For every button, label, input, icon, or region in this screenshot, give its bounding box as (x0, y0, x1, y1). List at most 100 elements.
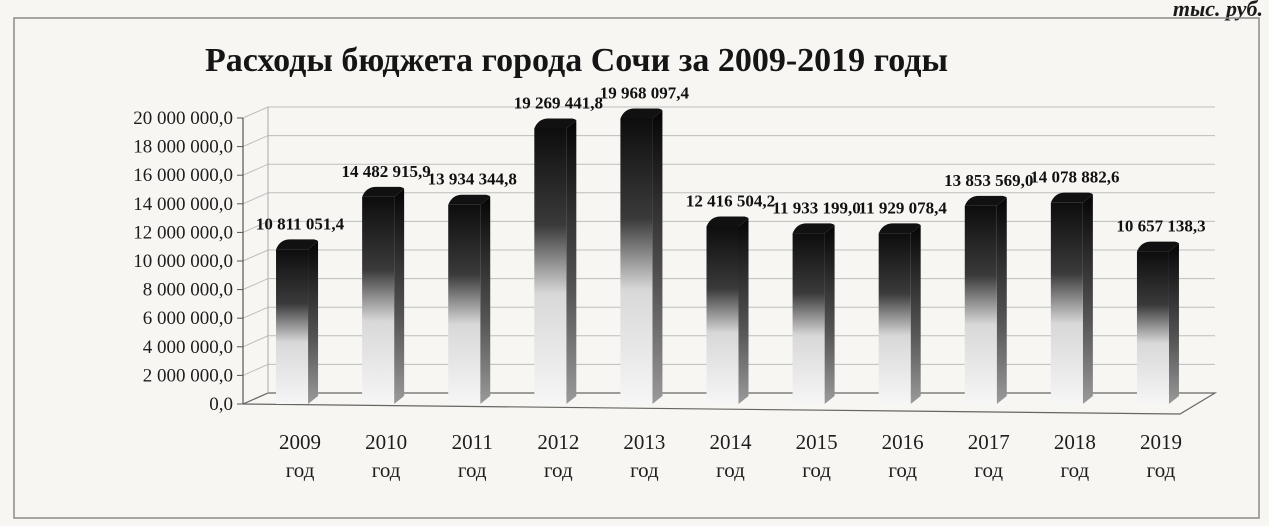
y-tick-label: 8 000 000,0 (143, 280, 233, 301)
bar-side (1168, 243, 1179, 404)
bar-top (362, 186, 405, 197)
bar (706, 216, 749, 404)
x-tick-label: 2014 (710, 430, 753, 454)
data-labels: 10 811 051,4 14 482 915,913 934 344,8 19 2… (256, 83, 1206, 235)
bar-side (566, 120, 577, 404)
y-axis: 0,0 2 000 000,0 4 000 000,0 6 000 000,0 8 00… (133, 107, 269, 415)
bars (276, 108, 1179, 405)
bar-side (652, 110, 663, 404)
data-label: 19 269 441,8 (514, 93, 603, 112)
x-tick-label: 2019 (1140, 430, 1182, 454)
data-label: 10 657 138,3 (1116, 217, 1205, 236)
y-tick-label: 18 000 000,0 (133, 137, 233, 158)
unit-note: тыс. руб. (1172, 0, 1263, 21)
bar-side (394, 188, 405, 404)
bar (620, 108, 663, 404)
bar (1136, 241, 1179, 404)
x-tick-label: год (1061, 458, 1090, 482)
bar-side (996, 197, 1007, 404)
bar-front (964, 205, 997, 404)
data-label: 11 929 078,4 (859, 198, 948, 217)
bar-front (448, 204, 481, 404)
bar (362, 186, 405, 404)
x-tick-label: 2010 (365, 430, 407, 454)
y-tick-label: 2 000 000,0 (143, 365, 233, 386)
data-label: 13 853 569,0 (944, 171, 1033, 190)
bar (534, 118, 577, 405)
bar-top (1136, 241, 1179, 252)
x-tick-label: год (716, 458, 745, 482)
chart-frame (13, 17, 1260, 519)
y-tick-label: 16 000 000,0 (133, 165, 233, 186)
y-tick-label: 6 000 000,0 (143, 308, 233, 329)
y-tick-label: 12 000 000,0 (133, 222, 233, 243)
bar-side (308, 241, 319, 404)
data-label: 12 416 504,2 (686, 191, 775, 210)
x-tick-label: 2018 (1054, 430, 1096, 454)
bar-top (276, 239, 319, 250)
x-tick-label: год (544, 458, 573, 482)
x-tick-label: год (372, 458, 401, 482)
outer-frame (13, 17, 1260, 519)
data-label: 13 934 344,8 (428, 170, 517, 189)
data-label: 14 482 915,9 (342, 162, 431, 181)
bar-side (738, 218, 749, 404)
bar-top (448, 194, 491, 205)
data-label: 11 933 199,0 (772, 198, 860, 217)
bar-front (620, 118, 653, 404)
bar-top (964, 195, 1007, 206)
y-tick-label: 14 000 000,0 (133, 194, 233, 215)
bar-top (620, 108, 663, 119)
bar-front (792, 233, 825, 404)
bar-side (824, 225, 835, 404)
bar (792, 223, 835, 404)
y-tick-label: 10 000 000,0 (133, 251, 233, 272)
bar-front (706, 226, 739, 404)
x-axis: 2009 год 2010 год 2011 год 2012 год 2013 год 2014 г… (279, 430, 1182, 482)
bar (448, 194, 491, 404)
x-tick-label: год (458, 458, 487, 482)
bar-side (480, 196, 491, 404)
bar-front (534, 128, 567, 405)
bar-front (362, 196, 395, 404)
bar-side (910, 225, 921, 404)
x-tick-label: год (802, 458, 831, 482)
bar-front (878, 233, 911, 404)
bar (878, 223, 921, 404)
x-tick-label: 2012 (537, 430, 579, 454)
x-tick-label: год (630, 458, 659, 482)
y-tick-label: 0,0 (209, 394, 233, 415)
x-tick-label: год (286, 458, 315, 482)
bar-top (792, 223, 835, 234)
chart-title: Расходы бюджета города Сочи за 2009-2019… (205, 42, 949, 79)
x-tick-label: 2011 (452, 430, 493, 454)
bar-side (1082, 194, 1093, 404)
gridline (242, 106, 1215, 119)
y-tick-label: 4 000 000,0 (143, 337, 233, 358)
bar (276, 239, 319, 404)
data-label: 14 078 882,6 (1030, 168, 1119, 187)
x-tick-label: 2013 (623, 430, 665, 454)
bar-top (534, 118, 577, 129)
x-tick-label: 2009 (279, 430, 321, 454)
bar-front (276, 249, 309, 404)
bar-top (1050, 192, 1093, 203)
bar-front (1136, 251, 1169, 404)
x-tick-label: 2017 (968, 430, 1010, 454)
y-tick-label: 20 000 000,0 (133, 108, 233, 129)
gridline (242, 135, 1215, 148)
x-tick-label: год (974, 458, 1003, 482)
bar (964, 195, 1007, 404)
x-tick-label: 2016 (882, 430, 924, 454)
x-tick-label: 2015 (796, 430, 838, 454)
x-tick-label: год (1147, 458, 1176, 482)
bar-top (878, 223, 921, 234)
x-tick-label: год (888, 458, 917, 482)
floor (242, 392, 1218, 415)
bar-front (1050, 202, 1083, 404)
bar-top (706, 216, 749, 227)
bar (1050, 192, 1093, 404)
data-label: 19 968 097,4 (600, 83, 690, 102)
